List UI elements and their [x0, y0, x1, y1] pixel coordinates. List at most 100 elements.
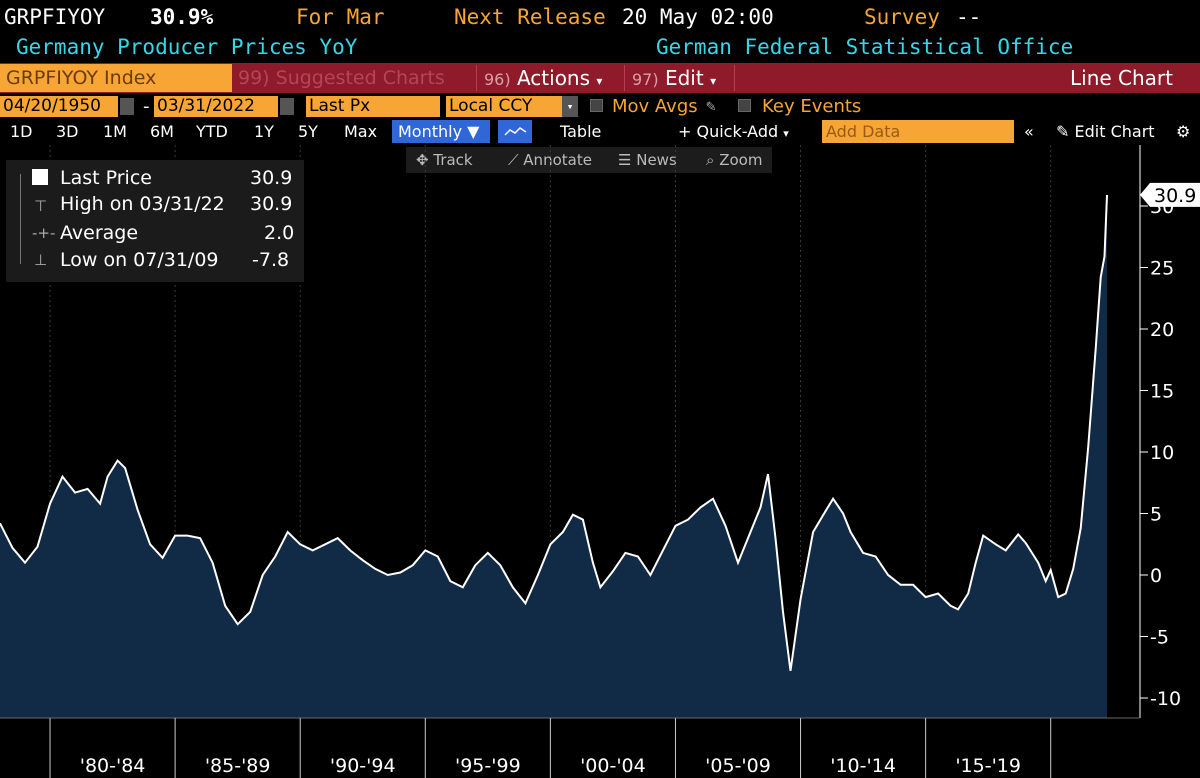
x-tick-label: '80-'84	[80, 755, 146, 777]
add-data-input[interactable]: Add Data	[822, 120, 1014, 143]
x-axis: '80-'84 '85-'89 '90-'94 '95-'99 '00-'04 '05-'…	[0, 717, 1200, 778]
quick-add-button[interactable]: + Quick-Add ▾	[678, 121, 789, 145]
quick-add-label: Quick-Add	[696, 122, 779, 141]
line-chart-icon[interactable]	[498, 120, 532, 143]
x-tick-label: '00-'04	[580, 755, 646, 777]
key-events-label: Key Events	[762, 96, 862, 117]
actions-label: Actions	[516, 66, 591, 90]
chevron-down-icon[interactable]: ▾	[562, 96, 578, 117]
zoom-label: Zoom	[719, 151, 763, 169]
news-label: News	[636, 151, 677, 169]
table-button[interactable]: Table	[560, 122, 602, 141]
chevron-down-icon: ▾	[783, 127, 789, 140]
news-icon: ☰	[618, 151, 632, 169]
suggested-charts-label: Suggested Charts	[275, 67, 445, 89]
zoom-button[interactable]: ⌕ Zoom	[706, 149, 762, 171]
legend-avg-label: Average	[60, 222, 139, 244]
divider	[734, 65, 735, 91]
x-axis-band	[0, 718, 1200, 778]
gear-icon[interactable]: ⚙	[1176, 122, 1191, 141]
ticker: GRPFIYOY	[4, 5, 106, 29]
pencil-icon: ✎	[1056, 122, 1070, 141]
suggested-charts-button[interactable]: 99) Suggested Charts	[238, 64, 445, 92]
chevron-down-icon: ▾	[596, 74, 603, 88]
last-value-label: 30.9	[1154, 185, 1196, 207]
next-release-value: 20 May 02:00	[622, 5, 774, 29]
legend-low-value: -7.8	[252, 249, 290, 271]
series-name: Germany Producer Prices YoY	[16, 35, 358, 59]
chart-tools	[406, 147, 772, 173]
legend-high-value: 30.9	[250, 193, 293, 215]
average-marker-icon: -+-	[32, 224, 56, 242]
currency-select[interactable]: Local CCY	[446, 96, 562, 117]
annotate-icon: ⟋	[508, 151, 519, 169]
series-line	[0, 194, 1108, 672]
mov-avgs-label: Mov Avgs	[612, 96, 698, 117]
chart-legend: Last Price 30.9 ⊤ High on 03/31/22 30.9 …	[6, 160, 304, 282]
mov-avgs-checkbox[interactable]	[590, 99, 603, 112]
period-6m[interactable]: 6M	[150, 122, 174, 141]
date-dash: -	[143, 96, 150, 117]
collapse-icon[interactable]: «	[1024, 122, 1034, 141]
annotate-label: Annotate	[523, 151, 592, 169]
period-1m[interactable]: 1M	[103, 122, 127, 141]
for-period: For Mar	[296, 5, 385, 29]
edit-menu[interactable]: 97) Edit ▾	[632, 64, 716, 95]
period-3d[interactable]: 3D	[56, 122, 79, 141]
series-area	[0, 194, 1107, 718]
y-tick-label: 15	[1150, 381, 1174, 403]
period-ytd[interactable]: YTD	[196, 122, 228, 141]
last-value: 30.9%	[150, 5, 214, 29]
period-1d[interactable]: 1D	[10, 122, 33, 141]
last-value-marker: 30.9	[1140, 182, 1200, 207]
legend-last-value: 30.9	[250, 167, 293, 189]
period-1y[interactable]: 1Y	[254, 122, 274, 141]
period-5y[interactable]: 5Y	[298, 122, 318, 141]
y-tick-label: 25	[1150, 258, 1174, 280]
x-tick-label: '15-'19	[955, 755, 1021, 777]
price-field-select[interactable]: Last Px	[306, 96, 440, 117]
survey-value: --	[956, 5, 982, 29]
last-value-tag	[1140, 182, 1200, 207]
track-label: Track	[433, 151, 473, 169]
news-button[interactable]: ☰ News	[618, 149, 677, 171]
legend-bracket	[20, 174, 21, 264]
actions-num: 96)	[484, 70, 511, 89]
x-tick-label: '10-'14	[830, 755, 896, 777]
y-tick-label: -5	[1150, 627, 1169, 649]
x-tick-label: '90-'94	[330, 755, 396, 777]
annotate-button[interactable]: ⟋ Annotate	[508, 149, 592, 171]
end-date-input[interactable]: 03/31/2022	[154, 96, 278, 117]
edit-chart-button[interactable]: ✎ Edit Chart	[1056, 121, 1155, 143]
edit-label: Edit	[664, 66, 704, 90]
chevron-down-icon: ▼	[467, 122, 480, 141]
last-price-swatch	[32, 169, 48, 185]
y-tick-label: -10	[1150, 688, 1181, 710]
actions-menu[interactable]: 96) Actions ▾	[484, 64, 602, 95]
low-marker-icon: ⊥	[34, 251, 48, 269]
pencil-icon[interactable]: ✎	[706, 96, 716, 115]
legend-high-label: High on 03/31/22	[60, 193, 225, 215]
start-date-input[interactable]: 04/20/1950	[0, 96, 118, 117]
x-tick-label: '95-'99	[455, 755, 521, 777]
edit-num: 97)	[632, 70, 659, 89]
index-field[interactable]: GRPFIYOY Index	[0, 64, 232, 92]
period-max[interactable]: Max	[344, 122, 378, 141]
chevron-down-icon: ▾	[710, 74, 717, 88]
survey-label: Survey	[864, 5, 940, 29]
chart-type-label: Line Chart	[1070, 66, 1173, 90]
data-source: German Federal Statistical Office	[656, 35, 1074, 59]
y-tick-label: 10	[1150, 442, 1174, 464]
key-events-checkbox[interactable]	[738, 99, 751, 112]
suggested-charts-num: 99)	[238, 67, 270, 89]
x-tick-label: '05-'09	[705, 755, 771, 777]
next-release-label: Next Release	[454, 5, 606, 29]
divider	[624, 65, 625, 91]
frequency-select[interactable]: Monthly ▼	[392, 120, 490, 143]
calendar-icon[interactable]	[280, 98, 294, 115]
calendar-icon[interactable]	[120, 98, 134, 115]
y-tick-label: 0	[1150, 565, 1162, 587]
y-tick-label: 20	[1150, 319, 1174, 341]
plus-icon: +	[678, 122, 692, 141]
